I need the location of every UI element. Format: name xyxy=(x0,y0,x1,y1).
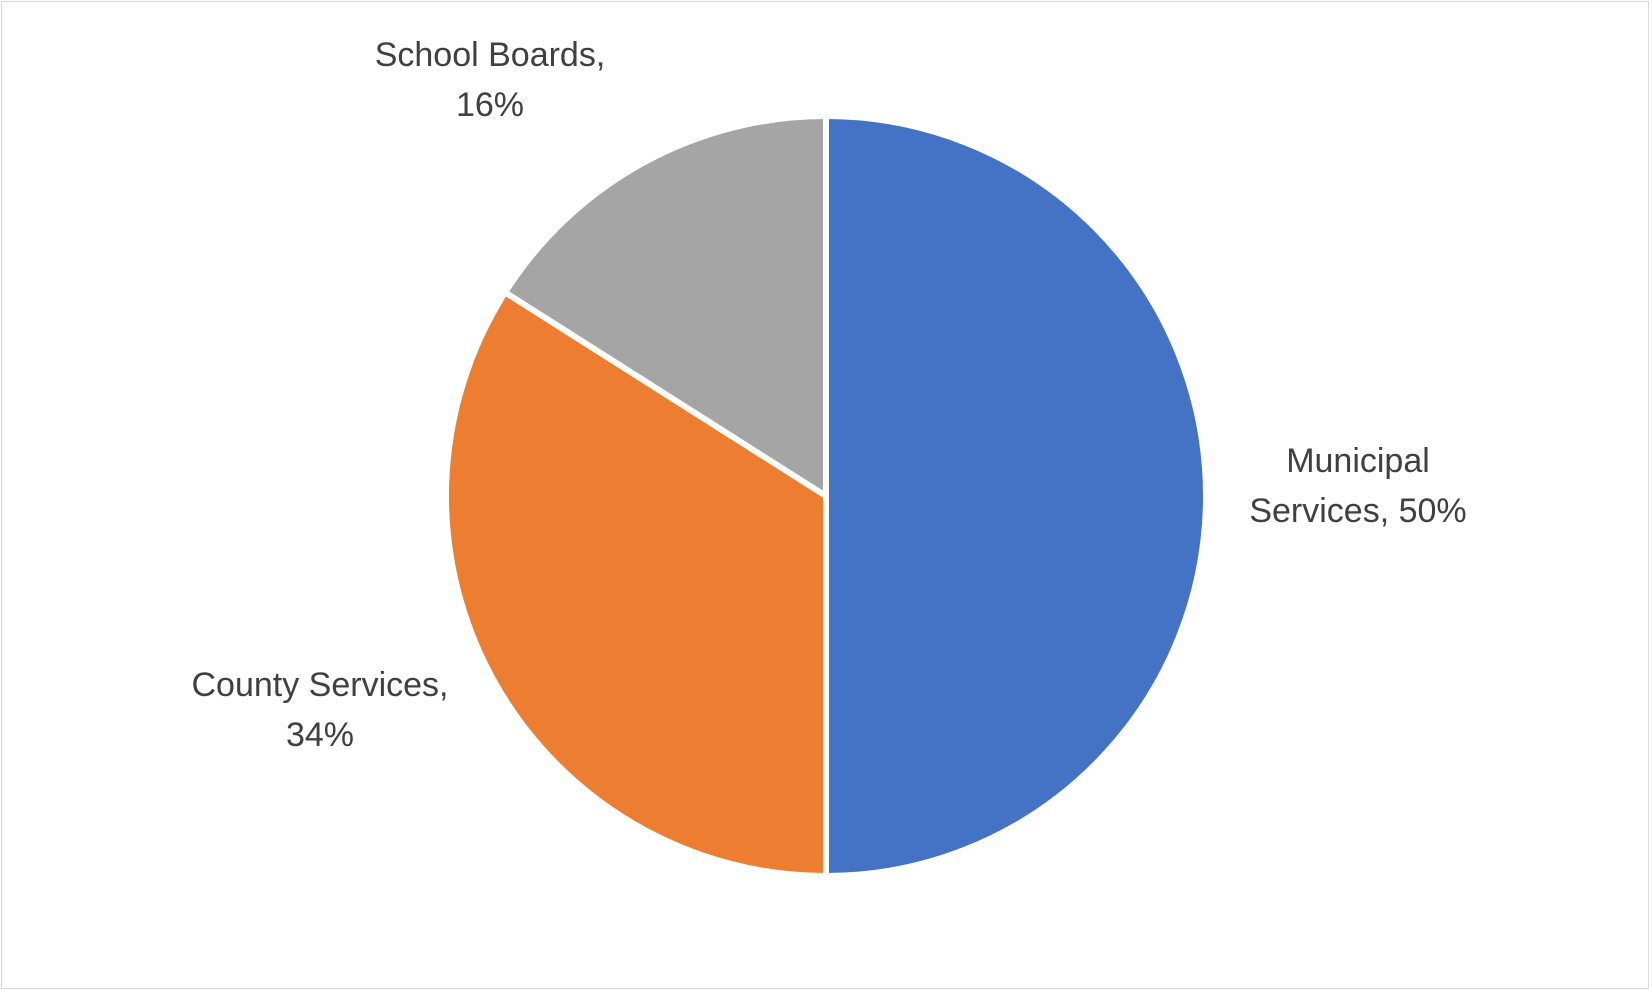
data-label-county-services: County Services, 34% xyxy=(192,666,449,754)
pie-slice-school-boards xyxy=(502,113,829,499)
pie-data-labels: Municipal Services, 50% County Services, 34… xyxy=(192,36,1467,754)
data-label-school-boards: School Boards, 16% xyxy=(375,36,606,124)
data-label-line: County Services, xyxy=(192,666,449,704)
data-label-line: 16% xyxy=(456,86,524,124)
pie-slice-municipal-services xyxy=(823,113,1209,879)
pie-slices xyxy=(443,113,1209,879)
data-label-line: Services, 50% xyxy=(1249,492,1466,530)
data-label-line: Municipal xyxy=(1286,442,1430,480)
data-label-line: School Boards, xyxy=(375,36,606,74)
data-label-municipal-services: Municipal Services, 50% xyxy=(1249,442,1466,530)
data-label-line: 34% xyxy=(286,716,354,754)
